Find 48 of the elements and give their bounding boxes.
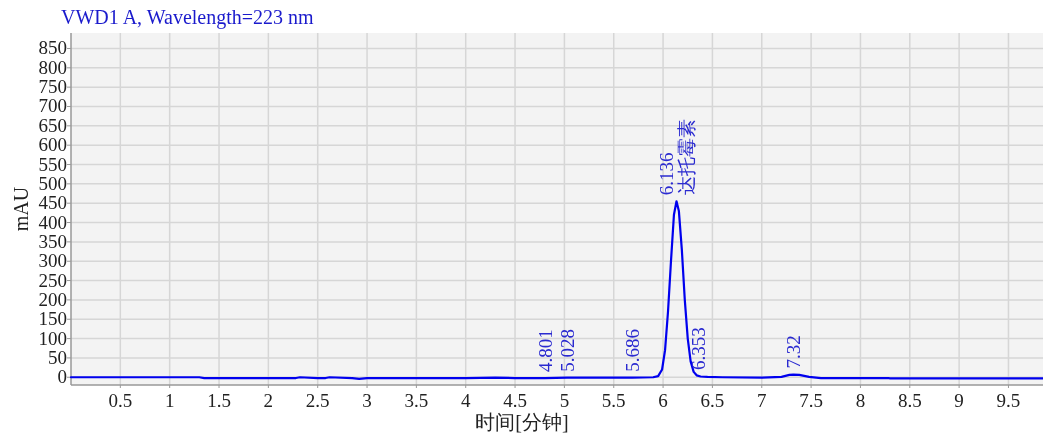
y-tick-label: 400	[38, 211, 67, 233]
y-tick-label: 850	[38, 37, 67, 59]
x-tick-label: 6	[658, 390, 668, 411]
x-tick-label: 8.5	[897, 390, 922, 411]
x-tick-label: 1.5	[207, 390, 231, 411]
y-tick-label: 250	[38, 269, 67, 291]
line-series	[69, 200, 1043, 380]
annotation: 5.028	[557, 328, 579, 372]
y-tick-label: 150	[38, 308, 67, 330]
x-tick-label: 9	[954, 390, 964, 411]
x-tick-label: 4.5	[503, 390, 527, 411]
y-tick-label: 700	[38, 95, 67, 117]
annotation: 4.801	[534, 329, 556, 373]
annotation: 5.686	[622, 328, 644, 372]
x-tick-label: 0.5	[108, 390, 133, 411]
x-tick-label: 2	[263, 390, 274, 411]
x-tick-label: 3.5	[404, 390, 429, 411]
y-tick-label: 100	[38, 327, 67, 349]
y-tick-label: 800	[38, 56, 67, 78]
annotation: 6.136	[656, 152, 678, 196]
y-tick-label: 200	[38, 288, 67, 310]
x-tick-label: 5.5	[601, 390, 626, 411]
y-tick-label: 550	[38, 153, 67, 175]
y-tick-label: 350	[38, 230, 67, 252]
x-tick-label: 2.5	[305, 390, 330, 411]
y-tick-label: 0	[57, 366, 67, 388]
annotation: 达托霉素	[676, 119, 698, 196]
x-tick-label: 8	[855, 390, 866, 411]
x-tick-label: 6.5	[700, 390, 725, 411]
x-tick-label: 7	[757, 390, 767, 411]
y-tick-label: 600	[38, 134, 67, 156]
chart-title: VWD1 A, Wavelength=223 nm	[61, 6, 315, 29]
x-tick-label: 9.5	[996, 390, 1021, 411]
annotation: 6.353	[687, 327, 709, 371]
y-tick-label: 450	[38, 192, 67, 214]
y-tick-label: 750	[38, 76, 67, 98]
x-axis-title: 时间[分钟]	[475, 411, 569, 433]
x-tick-label: 3	[362, 390, 372, 411]
x-tick-label: 7.5	[799, 390, 823, 411]
x-tick-label: 4	[460, 390, 471, 411]
y-tick-label: 650	[38, 114, 67, 136]
y-axis-title: mAU	[10, 186, 32, 232]
x-tick-label: 5	[559, 390, 570, 411]
y-tick-label: 50	[48, 346, 67, 368]
y-tick-label: 300	[38, 250, 67, 272]
annotation: 7.32	[783, 335, 805, 369]
x-tick-label: 1	[164, 390, 175, 411]
y-tick-label: 500	[38, 172, 67, 194]
